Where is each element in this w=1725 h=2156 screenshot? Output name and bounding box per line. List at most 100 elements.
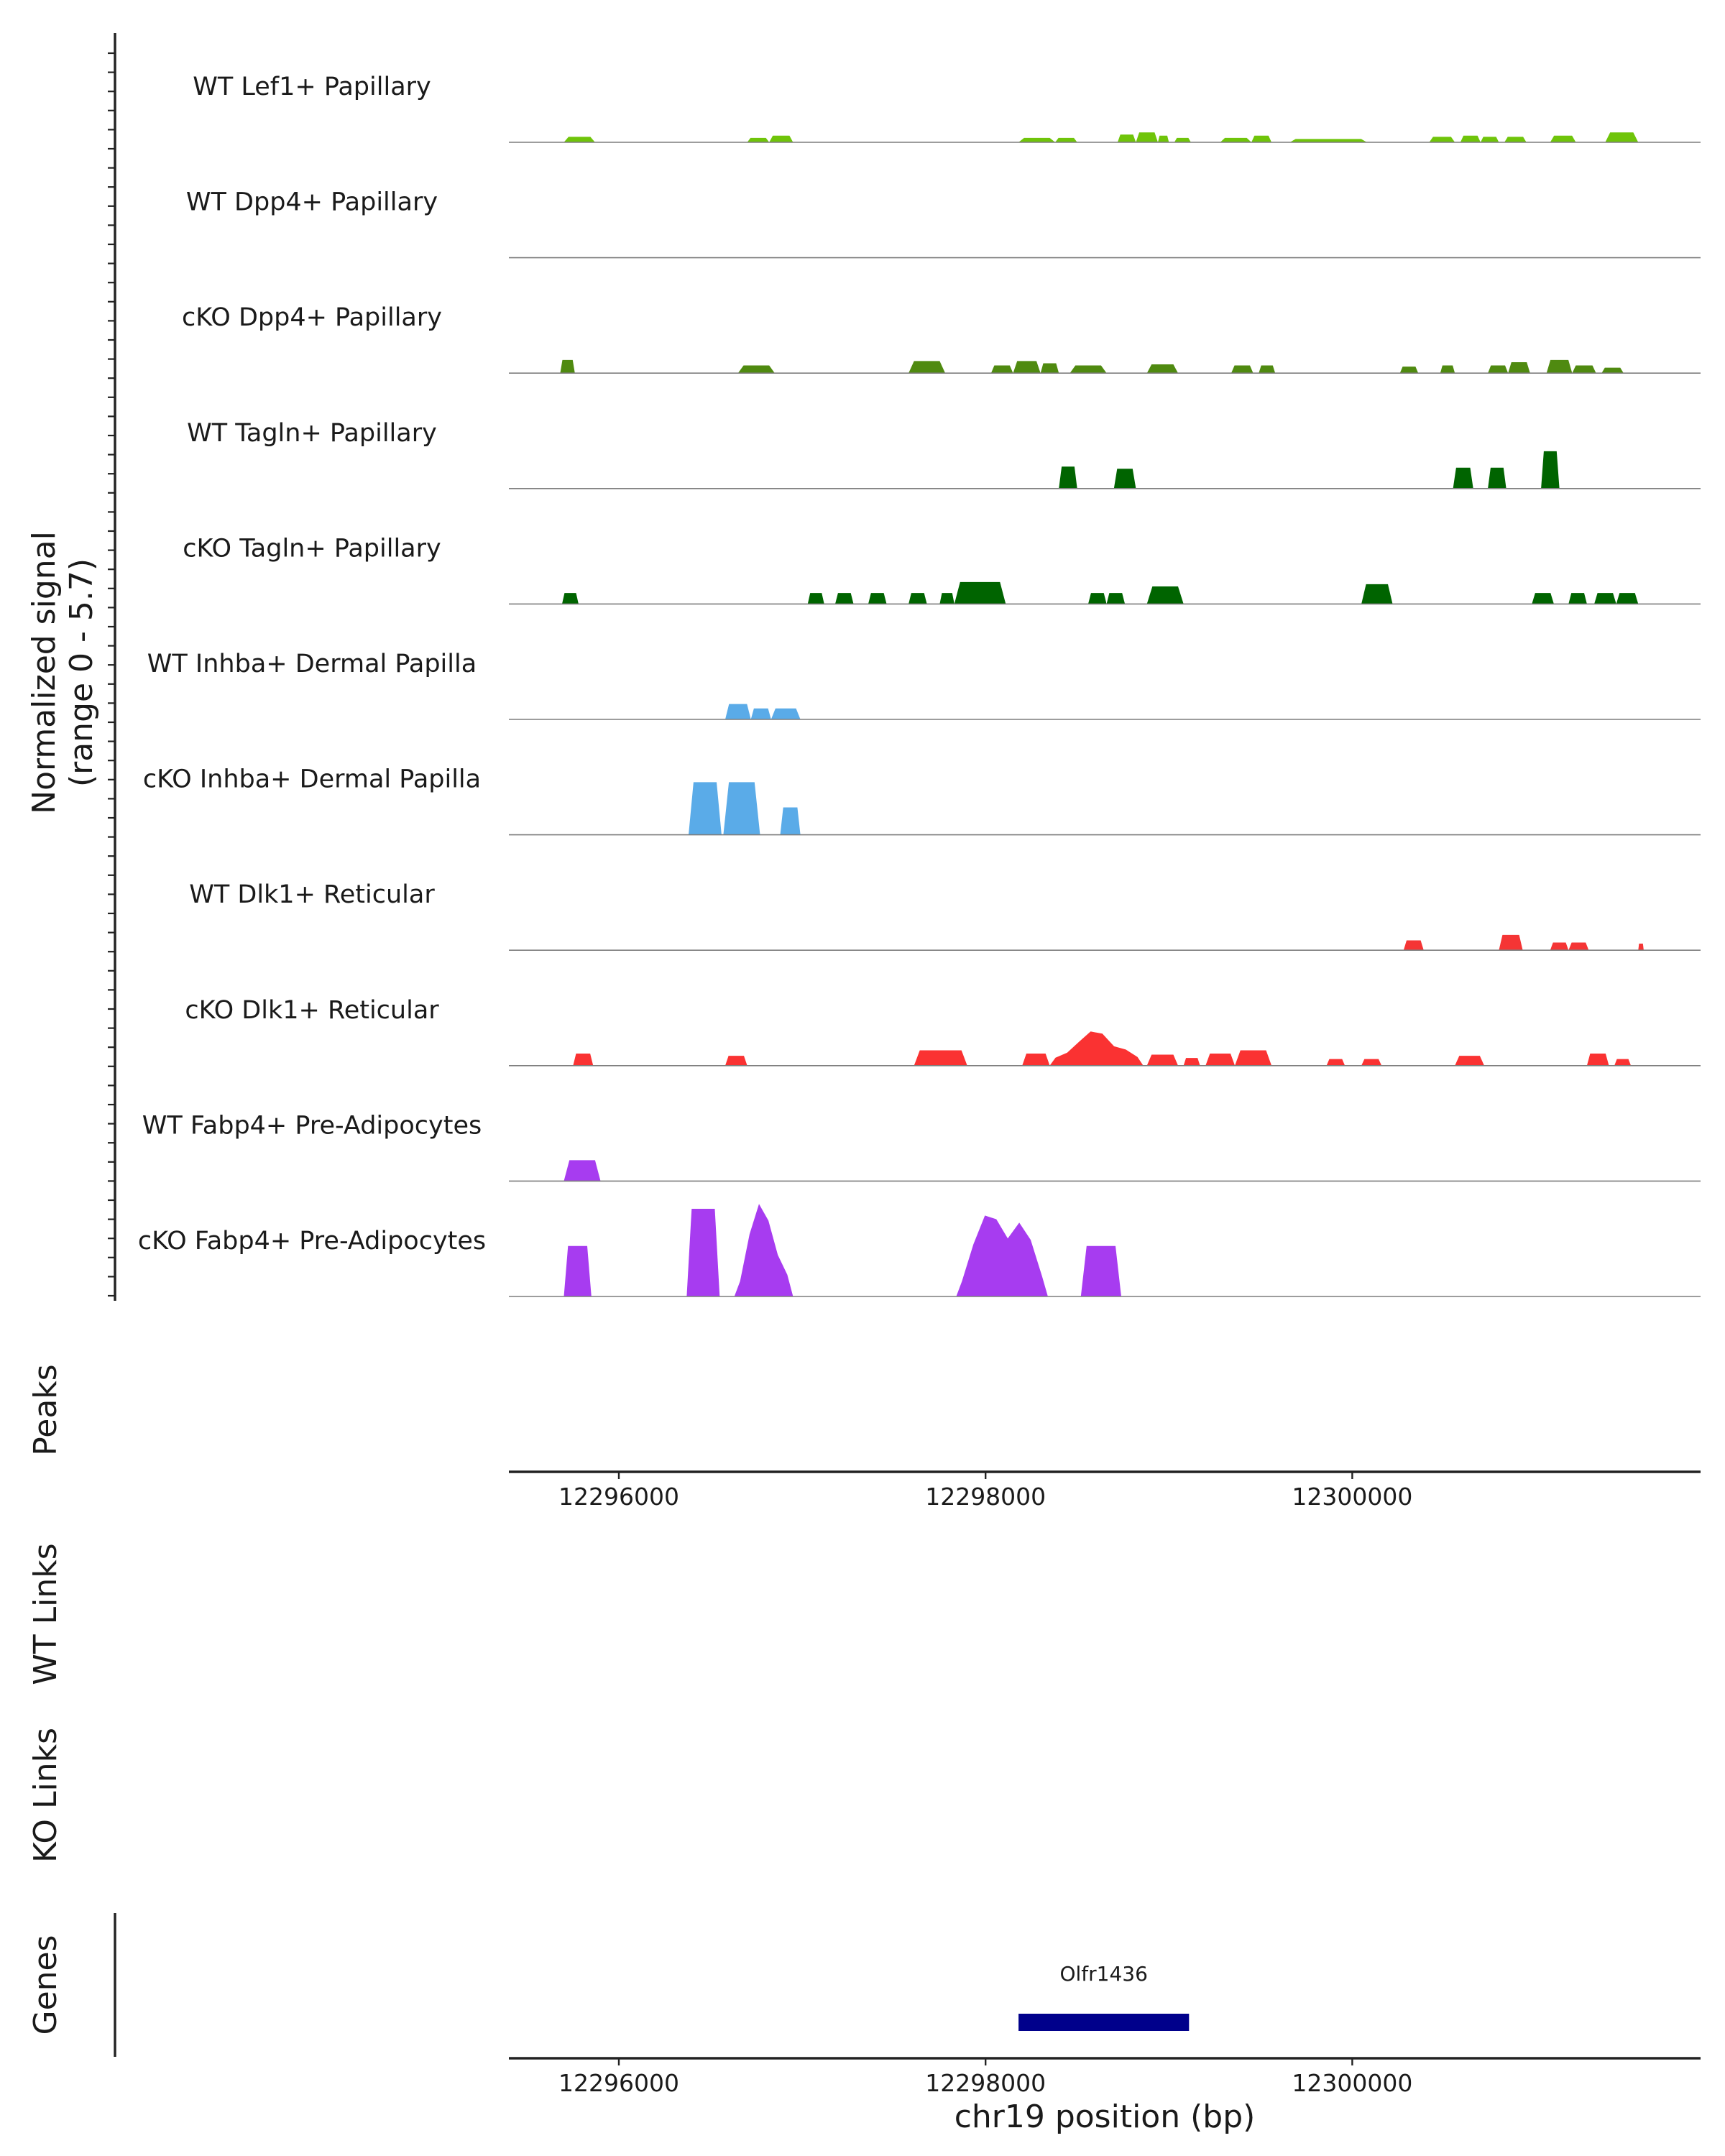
coverage-track: cKO Inhba+ Dermal Papilla bbox=[143, 765, 1701, 836]
signal-peak bbox=[747, 137, 770, 142]
signal-peak bbox=[1289, 139, 1367, 142]
signal-peak bbox=[1638, 944, 1644, 951]
track-label: cKO Dpp4+ Papillary bbox=[182, 303, 442, 332]
gene-annotations: Olfr1436 bbox=[1018, 1962, 1190, 2031]
signal-peak bbox=[1586, 1054, 1609, 1066]
signal-peak bbox=[1568, 942, 1589, 951]
signal-peak bbox=[1480, 137, 1499, 142]
gene-body bbox=[1018, 2014, 1190, 2031]
signal-peak bbox=[686, 1209, 720, 1296]
signal-peak bbox=[1174, 137, 1191, 142]
signal-peak bbox=[1117, 134, 1136, 142]
signal-peak bbox=[1605, 132, 1639, 142]
y-axis-label: Normalized signal bbox=[26, 531, 63, 814]
signal-peak bbox=[1568, 593, 1587, 604]
signal-peak bbox=[723, 782, 760, 835]
coverage-track: WT Dpp4+ Papillary bbox=[186, 188, 1701, 259]
signal-peak bbox=[725, 1056, 748, 1066]
genes-track-label: Genes bbox=[27, 1935, 64, 2035]
signal-peak bbox=[1146, 364, 1178, 374]
signal-peak bbox=[1251, 135, 1272, 142]
signal-peak bbox=[956, 1215, 1048, 1296]
signal-peak bbox=[1488, 365, 1509, 374]
x-tick-label: 12298000 bbox=[925, 1483, 1046, 1511]
signal-peak bbox=[562, 593, 579, 604]
signal-peak bbox=[1499, 934, 1523, 951]
signal-peak bbox=[1136, 132, 1158, 142]
signal-peak bbox=[1231, 365, 1254, 374]
signal-peak bbox=[1088, 593, 1107, 604]
x-tick-label: 12300000 bbox=[1292, 2069, 1412, 2097]
signal-peak bbox=[1550, 942, 1569, 951]
signal-peak bbox=[1080, 1245, 1121, 1296]
signal-peak bbox=[769, 135, 794, 142]
signal-peak bbox=[939, 593, 954, 604]
signal-peak bbox=[1205, 1054, 1236, 1066]
signal-peak bbox=[1541, 451, 1560, 489]
signal-peak bbox=[835, 593, 854, 604]
signal-peak bbox=[1049, 1031, 1144, 1066]
track-label: WT Lef1+ Papillary bbox=[193, 73, 431, 101]
track-label: WT Dpp4+ Papillary bbox=[186, 188, 438, 217]
signal-peak bbox=[1113, 469, 1136, 489]
track-label: cKO Inhba+ Dermal Papilla bbox=[143, 765, 481, 794]
signal-peak bbox=[564, 1245, 592, 1296]
track-label: cKO Tagln+ Papillary bbox=[183, 534, 441, 563]
signal-peak bbox=[1601, 367, 1624, 374]
coverage-tracks: WT Lef1+ Papillary WT Dpp4+ Papillary cKO … bbox=[138, 73, 1701, 1297]
signal-peak bbox=[1453, 467, 1473, 489]
x-tick-label: 12296000 bbox=[558, 2069, 679, 2097]
track-label: WT Tagln+ Papillary bbox=[187, 419, 437, 448]
signal-peak bbox=[1013, 361, 1041, 374]
signal-peak bbox=[1546, 359, 1573, 374]
signal-peak bbox=[689, 782, 722, 835]
signal-peak bbox=[780, 807, 801, 835]
track-label: WT Dlk1+ Reticular bbox=[189, 880, 435, 909]
signal-peak bbox=[725, 704, 751, 719]
coverage-track: WT Fabp4+ Pre-Adipocytes bbox=[142, 1111, 1701, 1182]
x-axis-genes: 12296000 12298000 12300000 bbox=[558, 2058, 1412, 2097]
ko-links-label: KO Links bbox=[27, 1728, 64, 1863]
y-axis-ticks bbox=[108, 52, 115, 1297]
signal-peak bbox=[914, 1050, 967, 1066]
signal-peak bbox=[1488, 467, 1506, 489]
x-tick-label: 12296000 bbox=[558, 1483, 679, 1511]
signal-peak bbox=[1070, 365, 1107, 374]
signal-peak bbox=[1040, 363, 1059, 374]
coverage-track: cKO Dlk1+ Reticular bbox=[185, 996, 1701, 1067]
signal-peak bbox=[560, 359, 575, 374]
signal-peak bbox=[1059, 466, 1077, 489]
signal-peak bbox=[1158, 135, 1169, 142]
signal-peak bbox=[1504, 137, 1527, 142]
track-label: WT Inhba+ Dermal Papilla bbox=[147, 650, 477, 678]
signal-peak bbox=[868, 593, 887, 604]
coverage-track: WT Tagln+ Papillary bbox=[187, 419, 1701, 489]
signal-peak bbox=[1361, 584, 1393, 604]
gene-label: Olfr1436 bbox=[1059, 1962, 1147, 1986]
signal-peak bbox=[750, 708, 771, 719]
signal-peak bbox=[1022, 1054, 1050, 1066]
signal-peak bbox=[807, 593, 824, 604]
coverage-track: cKO Dpp4+ Papillary bbox=[182, 303, 1701, 374]
signal-peak bbox=[564, 1160, 601, 1181]
coverage-track: WT Lef1+ Papillary bbox=[193, 73, 1701, 143]
signal-peak bbox=[1508, 362, 1530, 374]
signal-peak bbox=[1055, 137, 1077, 142]
signal-peak bbox=[1220, 137, 1252, 142]
track-label: WT Fabp4+ Pre-Adipocytes bbox=[142, 1111, 482, 1140]
signal-peak bbox=[734, 1204, 794, 1296]
coverage-track: WT Inhba+ Dermal Papilla bbox=[147, 650, 1701, 720]
signal-peak bbox=[1399, 367, 1419, 374]
signal-peak bbox=[573, 1054, 594, 1066]
signal-peak bbox=[1146, 1054, 1178, 1066]
signal-peak bbox=[1614, 1059, 1632, 1066]
y-axis-sublabel: (range 0 - 5.7) bbox=[63, 558, 100, 787]
coverage-track: WT Dlk1+ Reticular bbox=[189, 880, 1701, 951]
signal-peak bbox=[1616, 593, 1639, 604]
signal-peak bbox=[954, 581, 1006, 604]
signal-peak bbox=[1572, 365, 1596, 374]
signal-peak bbox=[1403, 940, 1424, 951]
signal-peak bbox=[1259, 365, 1276, 374]
